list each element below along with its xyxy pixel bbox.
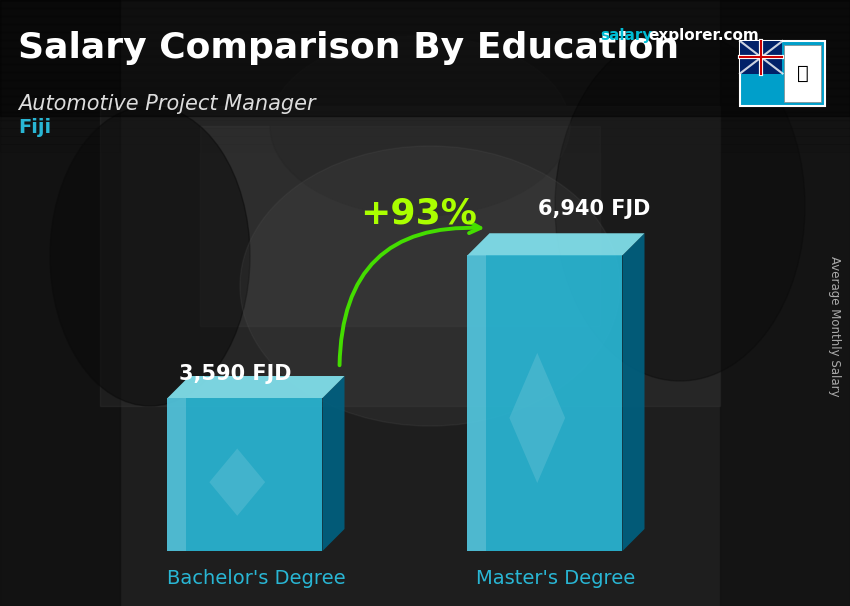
Polygon shape [322, 376, 344, 551]
Polygon shape [167, 398, 186, 551]
Bar [0, 24, 850, 32]
Bar [0, 88, 850, 96]
Bar [0, 80, 850, 88]
Polygon shape [622, 233, 644, 551]
Text: 3,590 FJD: 3,590 FJD [178, 364, 292, 384]
Polygon shape [468, 255, 622, 551]
Bar [0, 0, 850, 116]
Bar [740, 41, 783, 73]
Ellipse shape [270, 36, 570, 216]
Text: Fiji: Fiji [18, 118, 51, 137]
Bar [0, 48, 850, 56]
Bar [740, 41, 825, 106]
Polygon shape [509, 353, 565, 483]
Bar [0, 136, 850, 144]
FancyArrowPatch shape [339, 222, 480, 365]
Bar [0, 144, 850, 152]
Bar [0, 0, 850, 8]
Bar [0, 16, 850, 24]
Ellipse shape [555, 31, 805, 381]
Polygon shape [468, 233, 644, 255]
Text: salary: salary [600, 28, 652, 43]
Bar [0, 72, 850, 80]
Bar [0, 104, 850, 112]
Text: Average Monthly Salary: Average Monthly Salary [829, 256, 842, 396]
Bar [100, 106, 720, 406]
Text: Master's Degree: Master's Degree [476, 569, 636, 588]
Bar [0, 128, 850, 136]
Polygon shape [167, 376, 344, 398]
Ellipse shape [50, 106, 250, 406]
Bar [0, 32, 850, 40]
Text: +93%: +93% [360, 196, 477, 230]
Bar [785, 45, 821, 102]
Ellipse shape [240, 146, 620, 426]
Text: Automotive Project Manager: Automotive Project Manager [18, 94, 315, 114]
Bar [0, 8, 850, 16]
Bar [720, 0, 850, 606]
Text: 6,940 FJD: 6,940 FJD [538, 199, 650, 219]
Text: explorer.com: explorer.com [648, 28, 759, 43]
Bar [0, 112, 850, 120]
Text: Salary Comparison By Education: Salary Comparison By Education [18, 31, 679, 65]
Polygon shape [468, 255, 486, 551]
Bar [0, 120, 850, 128]
Bar [0, 40, 850, 48]
Bar [0, 0, 120, 606]
Bar [0, 64, 850, 72]
Bar [0, 96, 850, 104]
Text: Bachelor's Degree: Bachelor's Degree [167, 569, 345, 588]
Polygon shape [167, 398, 322, 551]
Text: 🛡: 🛡 [796, 64, 808, 83]
Bar [0, 56, 850, 64]
Bar [200, 126, 600, 326]
Polygon shape [209, 448, 265, 516]
